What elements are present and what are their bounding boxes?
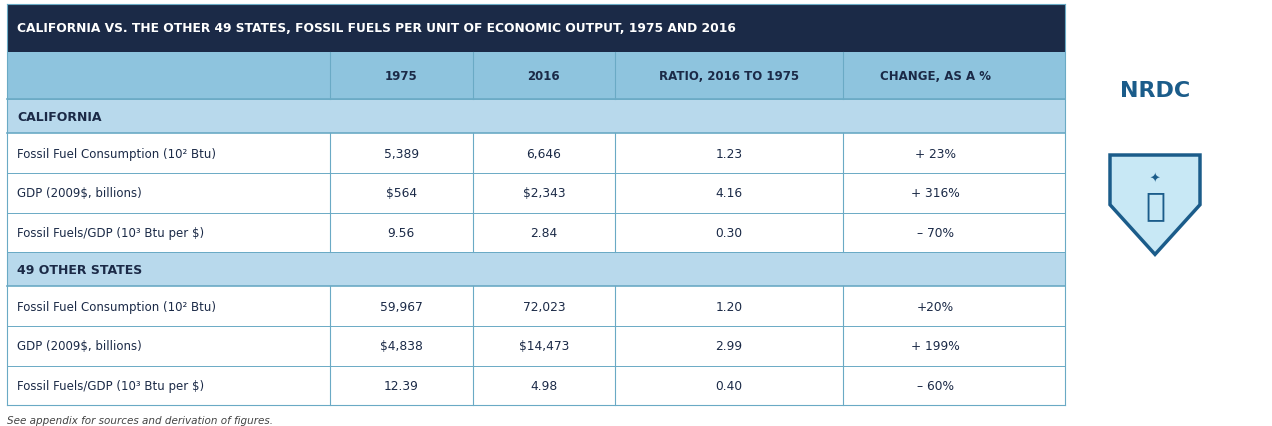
Text: + 23%: + 23% (915, 147, 955, 160)
Bar (8, 287, 1065, 326)
Text: – 70%: – 70% (917, 227, 954, 239)
Text: 2.99: 2.99 (716, 340, 743, 352)
Text: RATIO, 2016 TO 1975: RATIO, 2016 TO 1975 (659, 70, 799, 83)
Text: 4.98: 4.98 (530, 379, 557, 392)
Text: ✦: ✦ (1150, 172, 1160, 185)
Bar (8, 100, 1065, 134)
Text: 2016: 2016 (528, 70, 560, 83)
Text: CALIFORNIA: CALIFORNIA (17, 110, 102, 124)
Text: Fossil Fuels/GDP (10³ Btu per $): Fossil Fuels/GDP (10³ Btu per $) (17, 379, 204, 392)
Text: 12.39: 12.39 (384, 379, 418, 392)
Text: 49 OTHER STATES: 49 OTHER STATES (17, 263, 142, 276)
Text: CALIFORNIA VS. THE OTHER 49 STATES, FOSSIL FUELS PER UNIT OF ECONOMIC OUTPUT, 19: CALIFORNIA VS. THE OTHER 49 STATES, FOSS… (17, 22, 736, 35)
Text: 6,646: 6,646 (527, 147, 561, 160)
Text: 1.23: 1.23 (716, 147, 743, 160)
Text: Fossil Fuel Consumption (10² Btu): Fossil Fuel Consumption (10² Btu) (17, 300, 216, 313)
Text: $2,343: $2,343 (523, 187, 565, 200)
Text: + 199%: + 199% (911, 340, 960, 352)
Text: GDP (2009$, billions): GDP (2009$, billions) (17, 187, 141, 200)
Text: Fossil Fuel Consumption (10² Btu): Fossil Fuel Consumption (10² Btu) (17, 147, 216, 160)
Text: + 316%: + 316% (911, 187, 960, 200)
Text: $4,838: $4,838 (379, 340, 422, 352)
Text: 5,389: 5,389 (384, 147, 418, 160)
Text: 9.56: 9.56 (388, 227, 415, 239)
Text: 2.84: 2.84 (530, 227, 557, 239)
Text: 1975: 1975 (384, 70, 417, 83)
Bar (8, 52, 1065, 100)
Text: CHANGE, AS A %: CHANGE, AS A % (880, 70, 991, 83)
Text: 4.16: 4.16 (716, 187, 743, 200)
Bar (8, 134, 1065, 173)
Text: 1.20: 1.20 (716, 300, 743, 313)
Bar (8, 326, 1065, 366)
Text: GDP (2009$, billions): GDP (2009$, billions) (17, 340, 141, 352)
Text: 🐻: 🐻 (1145, 189, 1165, 222)
Text: $14,473: $14,473 (519, 340, 569, 352)
Bar (8, 213, 1065, 253)
Text: – 60%: – 60% (917, 379, 954, 392)
Text: 0.40: 0.40 (716, 379, 743, 392)
Bar (8, 173, 1065, 213)
Text: NRDC: NRDC (1119, 81, 1191, 101)
Bar (8, 5, 1065, 52)
Text: 0.30: 0.30 (716, 227, 743, 239)
Text: See appendix for sources and derivation of figures.: See appendix for sources and derivation … (8, 415, 273, 425)
Text: 59,967: 59,967 (380, 300, 422, 313)
Text: +20%: +20% (917, 300, 954, 313)
Text: $564: $564 (385, 187, 417, 200)
Text: Fossil Fuels/GDP (10³ Btu per $): Fossil Fuels/GDP (10³ Btu per $) (17, 227, 204, 239)
Bar (8, 366, 1065, 406)
Text: 72,023: 72,023 (523, 300, 565, 313)
Bar (8, 253, 1065, 287)
PathPatch shape (1110, 155, 1199, 255)
